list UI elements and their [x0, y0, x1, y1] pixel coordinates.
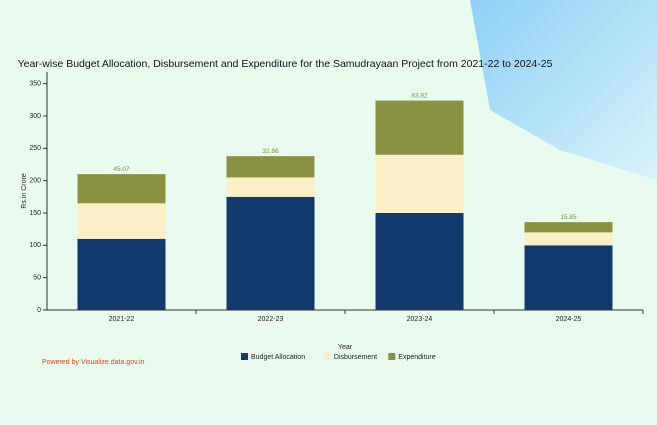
- y-tick-label: 0: [37, 307, 41, 314]
- x-axis-title: Year: [338, 344, 353, 351]
- value-label: 45.07: [113, 166, 130, 173]
- bar-segment: [77, 174, 166, 204]
- y-axis-title: Rs.in Crore: [21, 173, 28, 209]
- bar-segment: [524, 222, 613, 233]
- bar-segment: [226, 196, 315, 310]
- x-tick-label: 2021-22: [109, 316, 135, 323]
- legend-label[interactable]: Budget Allocation: [251, 354, 305, 361]
- credit: Powered by Visualize.data.gov.in: [42, 359, 145, 366]
- y-tick-label: 200: [29, 177, 41, 184]
- decoration: [470, 0, 657, 180]
- legend-label[interactable]: Disbursement: [334, 354, 377, 361]
- bar-segment: [77, 203, 166, 239]
- value-label: 15.85: [560, 214, 577, 221]
- bar-segment: [77, 238, 166, 310]
- bar-segment: [375, 154, 464, 213]
- bar-segment: [524, 232, 613, 246]
- legend-label[interactable]: Expenditure: [398, 354, 435, 361]
- y-tick-label: 350: [29, 80, 41, 87]
- chart-title: Year-wise Budget Allocation, Disbursemen…: [18, 58, 553, 70]
- legend-swatch[interactable]: [388, 353, 396, 360]
- value-label: 32.86: [262, 148, 279, 155]
- x-tick-label: 2024-25: [556, 316, 582, 323]
- bar-segment: [226, 177, 315, 197]
- y-tick-label: 300: [29, 113, 41, 120]
- bar-segment: [375, 100, 464, 155]
- y-tick-label: 250: [29, 145, 41, 152]
- x-tick-label: 2023-24: [407, 316, 433, 323]
- bar-segment: [226, 156, 315, 178]
- x-tick-label: 2022-23: [258, 316, 284, 323]
- legend-swatch[interactable]: [241, 353, 248, 360]
- y-tick-label: 50: [33, 275, 41, 282]
- legend-swatch[interactable]: [323, 353, 331, 360]
- bar-segment: [375, 212, 464, 310]
- bar-segment: [524, 245, 613, 310]
- value-label: 83.82: [411, 92, 428, 99]
- y-tick-label: 100: [29, 242, 41, 249]
- y-tick-label: 150: [29, 210, 41, 217]
